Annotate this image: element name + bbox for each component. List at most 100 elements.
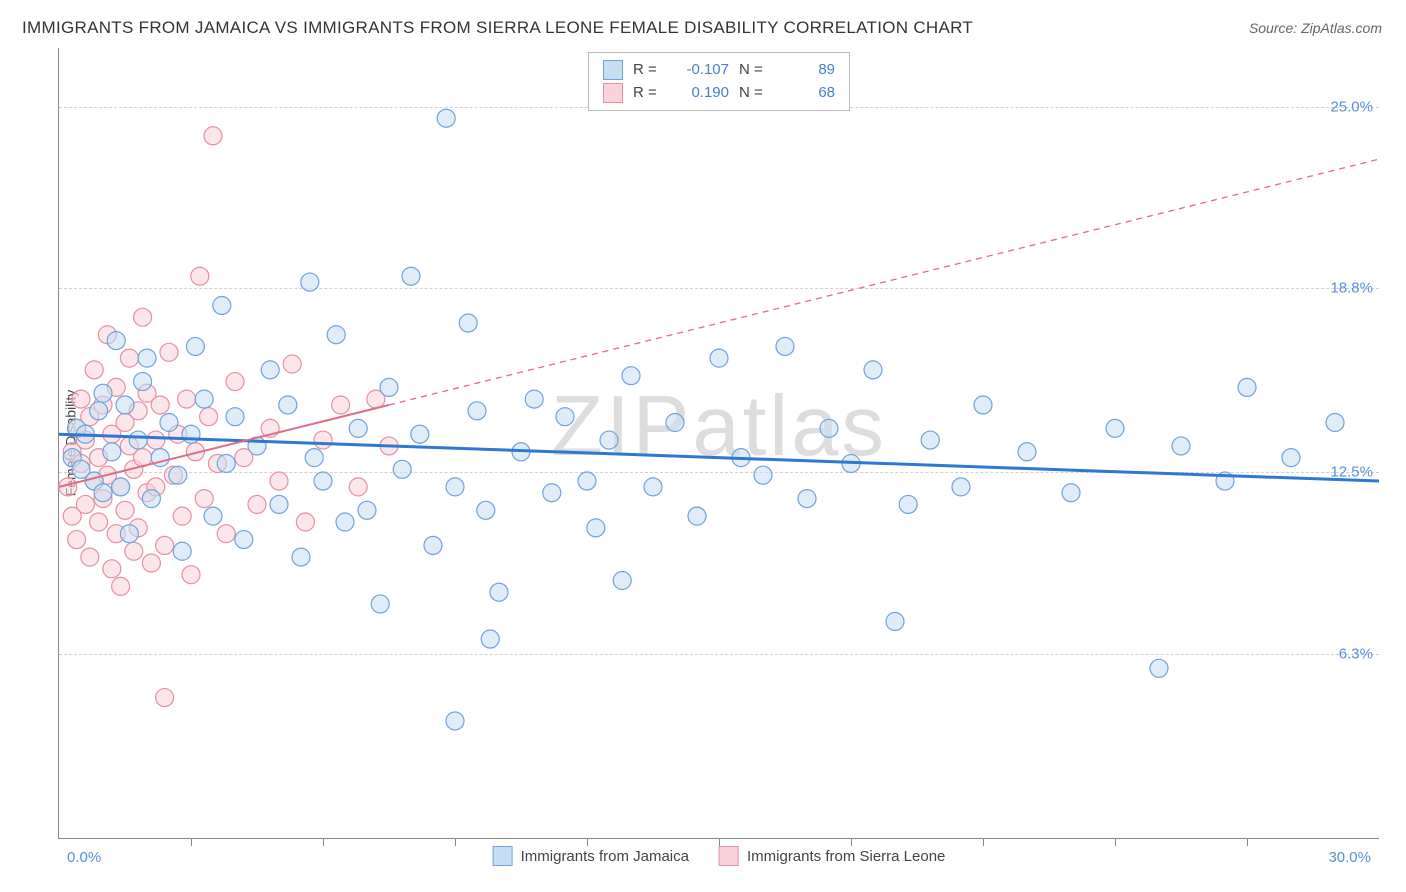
data-point <box>1326 414 1344 432</box>
data-point <box>160 414 178 432</box>
data-point <box>332 396 350 414</box>
x-tick <box>1115 838 1116 846</box>
data-point <box>1282 449 1300 467</box>
data-point <box>402 267 420 285</box>
data-point <box>142 554 160 572</box>
data-point <box>314 472 332 490</box>
data-point <box>147 431 165 449</box>
x-tick <box>983 838 984 846</box>
data-point <box>556 408 574 426</box>
data-point <box>142 490 160 508</box>
data-point <box>543 484 561 502</box>
data-point <box>204 127 222 145</box>
data-point <box>292 548 310 566</box>
legend-item: Immigrants from Sierra Leone <box>719 846 945 866</box>
data-point <box>688 507 706 525</box>
data-point <box>886 612 904 630</box>
data-point <box>459 314 477 332</box>
data-point <box>481 630 499 648</box>
data-point <box>85 361 103 379</box>
data-point <box>217 525 235 543</box>
data-point <box>525 390 543 408</box>
x-tick <box>191 838 192 846</box>
data-point <box>173 542 191 560</box>
legend-series: Immigrants from Jamaica Immigrants from … <box>493 846 946 866</box>
data-point <box>270 472 288 490</box>
data-point <box>186 337 204 355</box>
data-point <box>94 484 112 502</box>
data-point <box>820 419 838 437</box>
data-point <box>952 478 970 496</box>
data-point <box>446 712 464 730</box>
legend-item: Immigrants from Jamaica <box>493 846 689 866</box>
data-point <box>710 349 728 367</box>
scatter-plot <box>59 48 1379 838</box>
data-point <box>349 478 367 496</box>
data-point <box>1172 437 1190 455</box>
data-point <box>776 337 794 355</box>
x-tick <box>719 838 720 846</box>
data-point <box>380 378 398 396</box>
data-point <box>160 343 178 361</box>
x-tick <box>323 838 324 846</box>
data-point <box>371 595 389 613</box>
data-point <box>76 495 94 513</box>
data-point <box>178 390 196 408</box>
data-point <box>305 449 323 467</box>
data-point <box>578 472 596 490</box>
data-point <box>424 536 442 554</box>
data-point <box>314 431 332 449</box>
data-point <box>112 577 130 595</box>
data-point <box>138 349 156 367</box>
data-point <box>195 490 213 508</box>
data-point <box>156 536 174 554</box>
data-point <box>644 478 662 496</box>
data-point <box>226 408 244 426</box>
data-point <box>921 431 939 449</box>
data-point <box>261 361 279 379</box>
x-tick <box>455 838 456 846</box>
swatch-icon <box>719 846 739 866</box>
data-point <box>798 490 816 508</box>
data-point <box>68 531 86 549</box>
data-point <box>477 501 495 519</box>
data-point <box>600 431 618 449</box>
data-point <box>204 507 222 525</box>
chart-area: ZIPatlas Female Disability R = -0.107 N … <box>58 48 1379 839</box>
data-point <box>974 396 992 414</box>
data-point <box>336 513 354 531</box>
data-point <box>129 431 147 449</box>
data-point <box>120 349 138 367</box>
x-tick <box>851 838 852 846</box>
data-point <box>200 408 218 426</box>
y-tick-label: 18.8% <box>1330 279 1373 296</box>
x-tick <box>587 838 588 846</box>
data-point <box>191 267 209 285</box>
data-point <box>613 572 631 590</box>
data-point <box>134 373 152 391</box>
data-point <box>235 531 253 549</box>
data-point <box>112 478 130 496</box>
data-point <box>116 501 134 519</box>
x-axis-max-label: 30.0% <box>1328 849 1371 866</box>
data-point <box>327 326 345 344</box>
data-point <box>1062 484 1080 502</box>
data-point <box>754 466 772 484</box>
data-point <box>195 390 213 408</box>
data-point <box>468 402 486 420</box>
data-point <box>169 466 187 484</box>
data-point <box>226 373 244 391</box>
data-point <box>120 525 138 543</box>
data-point <box>182 566 200 584</box>
swatch-icon <box>493 846 513 866</box>
data-point <box>864 361 882 379</box>
data-point <box>296 513 314 531</box>
data-point <box>217 454 235 472</box>
data-point <box>103 560 121 578</box>
data-point <box>283 355 301 373</box>
data-point <box>248 495 266 513</box>
data-point <box>107 332 125 350</box>
chart-title: IMMIGRANTS FROM JAMAICA VS IMMIGRANTS FR… <box>22 18 973 38</box>
data-point <box>437 109 455 127</box>
source-label: Source: ZipAtlas.com <box>1249 20 1382 36</box>
